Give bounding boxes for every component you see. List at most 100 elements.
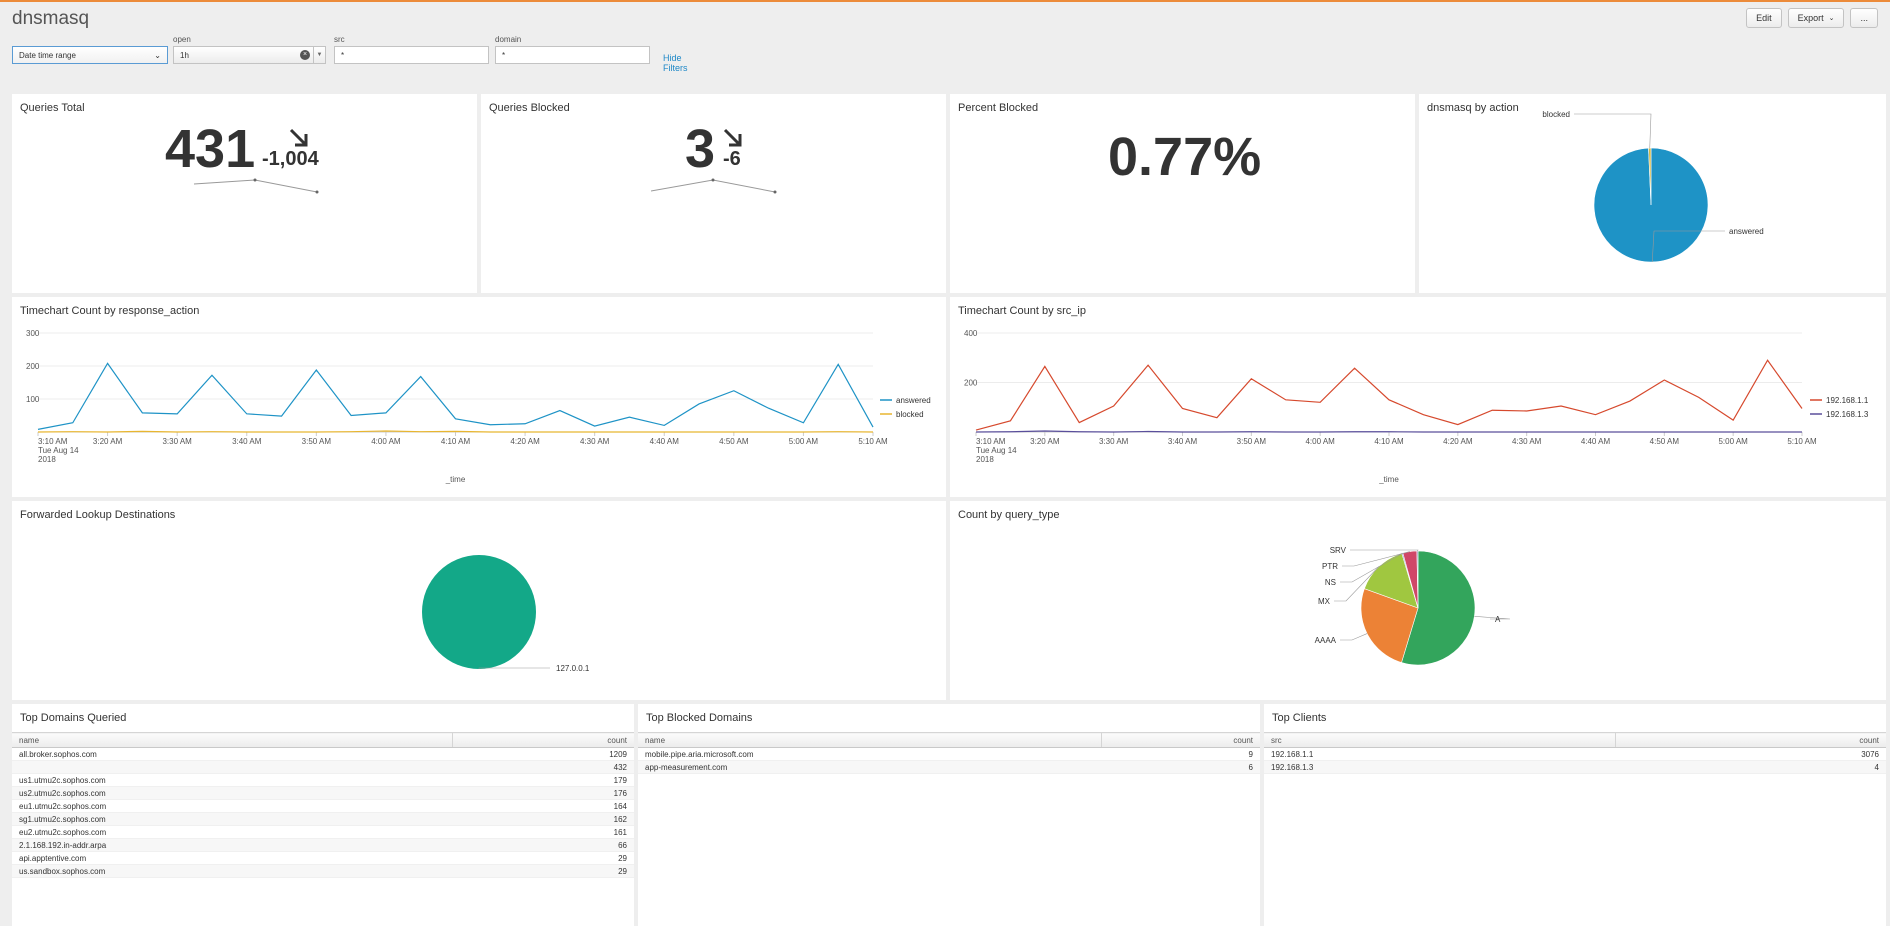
single-value: 431: [165, 119, 256, 179]
domain-filter-label: domain: [495, 35, 522, 44]
percent-blocked-panel: Percent Blocked 0.77%: [950, 94, 1415, 293]
clear-icon[interactable]: ×: [300, 50, 310, 60]
panel-title: Forwarded Lookup Destinations: [20, 509, 176, 521]
table-row[interactable]: eu1.utmu2c.sophos.com 164: [12, 799, 634, 813]
src-cell: 192.168.1.1: [1264, 747, 1615, 761]
count-cell: 1209: [452, 747, 634, 761]
hide-filters-link[interactable]: Hide Filters: [663, 53, 688, 73]
edit-button[interactable]: Edit: [1746, 8, 1782, 28]
pie-leader-line: [1350, 549, 1419, 552]
column-header-src[interactable]: src: [1264, 732, 1615, 748]
pie-label: NS: [1325, 578, 1336, 587]
x-tick-label: 5:10 AM: [858, 437, 888, 446]
x-tick-label: 5:00 AM: [1718, 437, 1748, 446]
count-cell: 432: [452, 760, 634, 774]
series-line: [37, 362, 874, 430]
x-tick-label: 4:40 AM: [1581, 437, 1611, 446]
x-tick-sublabel: Tue Aug 14: [38, 446, 79, 455]
line-chart: 100 200 300 3:10 AM 3:20 AM 3:30 AM 3:40 AM 3:5…: [26, 329, 931, 484]
pie-label: answered: [1729, 227, 1764, 236]
column-header-name[interactable]: name: [12, 732, 452, 748]
x-tick-label: 3:30 AM: [162, 437, 192, 446]
more-button[interactable]: ...: [1850, 8, 1878, 28]
table-row[interactable]: 192.168.1.1 3076: [1264, 747, 1886, 761]
pie-slice: [422, 555, 536, 669]
x-tick-label: 3:40 AM: [232, 437, 262, 446]
x-tick-label: 4:40 AM: [650, 437, 680, 446]
column-header-count[interactable]: count: [1100, 732, 1260, 748]
column-header-name[interactable]: name: [638, 732, 1101, 748]
pie-slice: [1416, 550, 1419, 609]
panel-title: Count by query_type: [958, 509, 1060, 521]
legend-label: 192.168.1.1: [1826, 396, 1869, 405]
name-cell: eu2.utmu2c.sophos.com: [12, 825, 452, 839]
pie-label: MX: [1318, 597, 1331, 606]
table-row[interactable]: us1.utmu2c.sophos.com 179: [12, 773, 634, 787]
x-tick-label: 5:00 AM: [789, 437, 819, 446]
count-cell: 29: [452, 851, 634, 865]
x-tick-label: 3:20 AM: [93, 437, 123, 446]
pie-leader-line: [1334, 566, 1380, 602]
name-cell: all.broker.sophos.com: [12, 747, 452, 761]
name-cell: app-measurement.com: [638, 760, 1101, 774]
pie-label: blocked: [1542, 110, 1570, 119]
table-row[interactable]: mobile.pipe.aria.microsoft.com 9: [638, 747, 1260, 761]
column-header-count[interactable]: count: [1614, 732, 1886, 748]
dropdown-toggle-icon[interactable]: ▼: [313, 47, 325, 63]
table-row[interactable]: 432: [12, 760, 634, 774]
domain-filter: domain *: [495, 34, 650, 64]
trend-delta: -1,004: [262, 148, 319, 170]
table-row[interactable]: eu2.utmu2c.sophos.com 161: [12, 825, 634, 839]
table-row[interactable]: app-measurement.com 6: [638, 760, 1260, 774]
results-table: name count all.broker.sophos.com 1209 432 u…: [12, 732, 634, 878]
single-value: 0.77%: [1108, 127, 1262, 187]
table-row[interactable]: api.apptentive.com 29: [12, 851, 634, 865]
x-tick-label: 3:40 AM: [1168, 437, 1198, 446]
series-line: [975, 430, 1802, 433]
chevron-down-icon: ⌄: [1828, 15, 1835, 22]
export-button[interactable]: Export ⌄: [1787, 8, 1845, 28]
column-header-count[interactable]: count: [451, 732, 634, 748]
table-row[interactable]: 2.1.168.192.in-addr.arpa 66: [12, 838, 634, 852]
panel-title: Top Blocked Domains: [646, 712, 753, 724]
table-row[interactable]: 192.168.1.3 4: [1264, 760, 1886, 774]
sparkline: [193, 178, 319, 194]
pie-label: A: [1495, 615, 1501, 624]
x-axis-label: _time: [1378, 475, 1399, 484]
x-tick-label: 4:10 AM: [441, 437, 471, 446]
x-tick-label: 4:00 AM: [1305, 437, 1335, 446]
x-tick-label: 4:20 AM: [1443, 437, 1473, 446]
dashboard-actions: Edit Export ⌄ ...: [1746, 8, 1878, 28]
src-cell: 192.168.1.3: [1264, 760, 1615, 774]
pie-slice: [1401, 550, 1476, 666]
x-tick-label: 4:50 AM: [1650, 437, 1680, 446]
table-row[interactable]: us2.utmu2c.sophos.com 176: [12, 786, 634, 800]
table-row[interactable]: us.sandbox.sophos.com 29: [12, 864, 634, 878]
top-accent-bar: [0, 0, 1890, 2]
name-cell: [12, 760, 452, 774]
name-cell: api.apptentive.com: [12, 851, 452, 865]
open-dropdown[interactable]: 1h × ▼: [173, 46, 326, 64]
panel-title: Queries Total: [20, 102, 85, 114]
src-input[interactable]: *: [334, 46, 489, 64]
trend-down-icon: [288, 127, 310, 154]
panel-title: Queries Blocked: [489, 102, 570, 114]
x-tick-label: 3:50 AM: [1237, 437, 1267, 446]
x-tick-sublabel: 2018: [976, 455, 994, 464]
pie-label: 127.0.0.1: [556, 664, 590, 673]
time-range-label: Date time range: [19, 50, 76, 60]
domain-input[interactable]: *: [495, 46, 650, 64]
x-tick-label: 5:10 AM: [1787, 437, 1817, 446]
table-row[interactable]: all.broker.sophos.com 1209: [12, 747, 634, 761]
open-filter: open 1h × ▼: [173, 34, 326, 64]
queries-blocked-panel: Queries Blocked 3 -6: [481, 94, 946, 293]
forwarded-panel: Forwarded Lookup Destinations 127.0.0.1: [12, 501, 946, 700]
panel-title: Timechart Count by src_ip: [958, 305, 1086, 317]
results-table: name count mobile.pipe.aria.microsoft.co…: [638, 732, 1260, 774]
results-table: src count 192.168.1.1 3076 192.168.1.3 4: [1264, 732, 1886, 774]
table-row[interactable]: sg1.utmu2c.sophos.com 162: [12, 812, 634, 826]
time-range-picker[interactable]: Date time range ⌄: [12, 46, 168, 64]
x-tick-label: 4:30 AM: [580, 437, 610, 446]
x-tick-label: 4:20 AM: [510, 437, 540, 446]
pie-chart: answered blocked: [1542, 110, 1764, 263]
